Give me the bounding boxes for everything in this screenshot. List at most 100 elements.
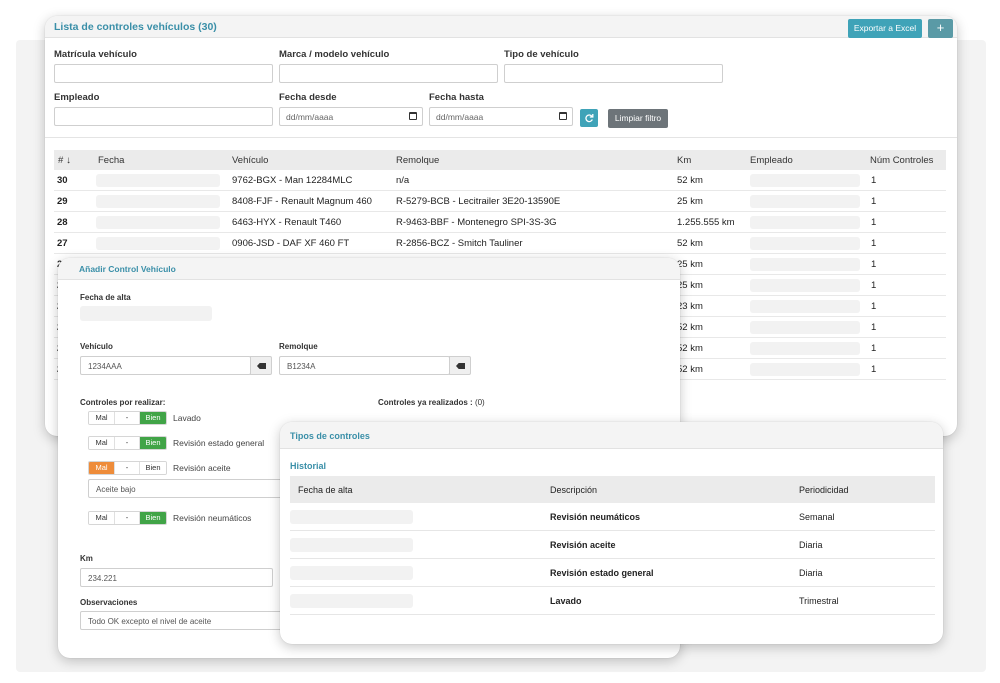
row-controls-count: 1 [871, 301, 877, 312]
row-employee [750, 195, 860, 208]
rating-toggle[interactable]: Mal - Bien [88, 461, 167, 475]
row-periodicity: Diaria [799, 540, 823, 550]
trailer-label: Remolque [279, 342, 318, 351]
row-km: 23 km [677, 301, 703, 312]
date-to-input[interactable]: dd/mm/aaaa [429, 107, 573, 126]
control-note-input[interactable]: Aceite bajo [88, 479, 288, 498]
rating-toggle[interactable]: Mal - Bien [88, 436, 167, 450]
refresh-icon [585, 114, 594, 123]
type-filter-input[interactable] [504, 64, 723, 83]
divider [45, 137, 957, 138]
brand-filter-label: Marca / modelo vehículo [279, 49, 390, 60]
col-periodicity[interactable]: Periodicidad [799, 485, 849, 495]
date-added-value [80, 306, 212, 321]
rating-bad-option[interactable]: Mal [89, 412, 115, 424]
col-vehicle[interactable]: Vehículo [232, 155, 269, 166]
control-name: Revisión estado general [173, 438, 265, 448]
rating-toggle[interactable]: Mal - Bien [88, 511, 167, 525]
col-employee[interactable]: Empleado [750, 155, 793, 166]
add-control-button[interactable]: + [928, 19, 953, 38]
row-employee [750, 258, 860, 271]
rating-bad-option[interactable]: Mal [89, 512, 115, 524]
brand-filter-input[interactable] [279, 64, 498, 83]
rating-neutral-option[interactable]: - [115, 437, 140, 449]
row-vehicle: 6463-HYX - Renault T460 [232, 217, 342, 228]
refresh-button[interactable] [580, 109, 598, 127]
row-number: 28 [57, 217, 68, 228]
table-row[interactable]: 27 0906-JSD - DAF XF 460 FT R-2856-BCZ - S… [54, 233, 946, 254]
rating-neutral-option[interactable]: - [115, 412, 140, 424]
rating-toggle[interactable]: Mal - Bien [88, 411, 167, 425]
rating-good-option[interactable]: Bien [140, 512, 166, 524]
row-controls-count: 1 [871, 175, 877, 186]
trailer-input[interactable]: B1234A [279, 356, 450, 375]
row-km: 25 km [677, 259, 703, 270]
col-trailer[interactable]: Remolque [396, 155, 440, 166]
date-to-label: Fecha hasta [429, 92, 484, 103]
row-date [96, 237, 220, 250]
calendar-icon[interactable] [559, 112, 567, 120]
row-date [96, 216, 220, 229]
employee-filter-input[interactable] [54, 107, 273, 126]
type-filter-label: Tipo de vehículo [504, 49, 579, 60]
pending-controls-label: Controles por realizar: [80, 398, 166, 407]
rating-bad-option[interactable]: Mal [89, 437, 115, 449]
export-excel-button[interactable]: Exportar a Excel [848, 19, 922, 38]
row-km: 52 km [677, 175, 703, 186]
row-employee [750, 237, 860, 250]
table-row[interactable]: Revisión estado general Diaria [290, 559, 935, 587]
row-controls-count: 1 [871, 259, 877, 270]
row-controls-count: 1 [871, 238, 877, 249]
date-from-label: Fecha desde [279, 92, 337, 103]
rating-neutral-option[interactable]: - [115, 512, 140, 524]
table-row[interactable]: 29 8408-FJF - Renault Magnum 460 R-5279-BC… [54, 191, 946, 212]
row-vehicle: 8408-FJF - Renault Magnum 460 [232, 196, 372, 207]
col-date[interactable]: Fecha [98, 155, 125, 166]
calendar-icon[interactable] [409, 112, 417, 120]
km-input[interactable]: 234.221 [80, 568, 273, 587]
rating-good-option[interactable]: Bien [140, 412, 166, 424]
table-row[interactable]: Revisión neumáticos Semanal [290, 503, 935, 531]
control-types-card: Tipos de controles Historial Fecha de al… [280, 422, 943, 644]
table-header: # ↓ Fecha Vehículo Remolque Km Empleado … [54, 150, 946, 170]
plate-filter-input[interactable] [54, 64, 273, 83]
rating-bad-option[interactable]: Mal [89, 462, 115, 474]
row-description: Revisión aceite [550, 540, 616, 550]
clear-trailer-button[interactable] [449, 356, 471, 375]
row-trailer: n/a [396, 175, 410, 186]
history-heading: Historial [290, 461, 327, 471]
rating-neutral-option[interactable]: - [115, 462, 140, 474]
row-periodicity: Trimestral [799, 596, 839, 606]
row-description: Lavado [550, 596, 582, 606]
col-date-added[interactable]: Fecha de alta [298, 485, 353, 495]
col-number[interactable]: # ↓ [58, 155, 71, 166]
row-controls-count: 1 [871, 217, 877, 228]
table-row[interactable]: Lavado Trimestral [290, 587, 935, 615]
row-number: 30 [57, 175, 68, 186]
observations-input[interactable]: Todo OK excepto el nivel de aceite [80, 611, 310, 630]
table-row[interactable]: Revisión aceite Diaria [290, 531, 935, 559]
rating-good-option[interactable]: Bien [140, 462, 166, 474]
vehicle-input[interactable]: 1234AAA [80, 356, 251, 375]
col-controls-count[interactable]: Núm Controles [870, 155, 934, 166]
row-periodicity: Semanal [799, 512, 835, 522]
control-name: Revisión neumáticos [173, 513, 252, 523]
clear-vehicle-button[interactable] [250, 356, 272, 375]
row-trailer: R-9463-BBF - Montenegro SPI-3S-3G [396, 217, 557, 228]
list-title: Lista de controles vehículos (30) [45, 16, 957, 38]
table-row[interactable]: 30 9762-BGX - Man 12284MLC n/a 52 km 1 [54, 170, 946, 191]
col-description[interactable]: Descripción [550, 485, 598, 495]
row-employee [750, 321, 860, 334]
row-km: 25 km [677, 280, 703, 291]
table-row[interactable]: 28 6463-HYX - Renault T460 R-9463-BBF - Mo… [54, 212, 946, 233]
rating-good-option[interactable]: Bien [140, 437, 166, 449]
row-employee [750, 216, 860, 229]
row-description: Revisión estado general [550, 568, 654, 578]
plate-filter-label: Matrícula vehículo [54, 49, 137, 60]
col-km[interactable]: Km [677, 155, 692, 166]
row-number: 29 [57, 196, 68, 207]
date-from-input[interactable]: dd/mm/aaaa [279, 107, 423, 126]
sort-arrow-down-icon[interactable]: ↓ [65, 155, 71, 166]
km-label: Km [80, 554, 93, 563]
clear-filter-button[interactable]: Limpiar filtro [608, 109, 668, 128]
